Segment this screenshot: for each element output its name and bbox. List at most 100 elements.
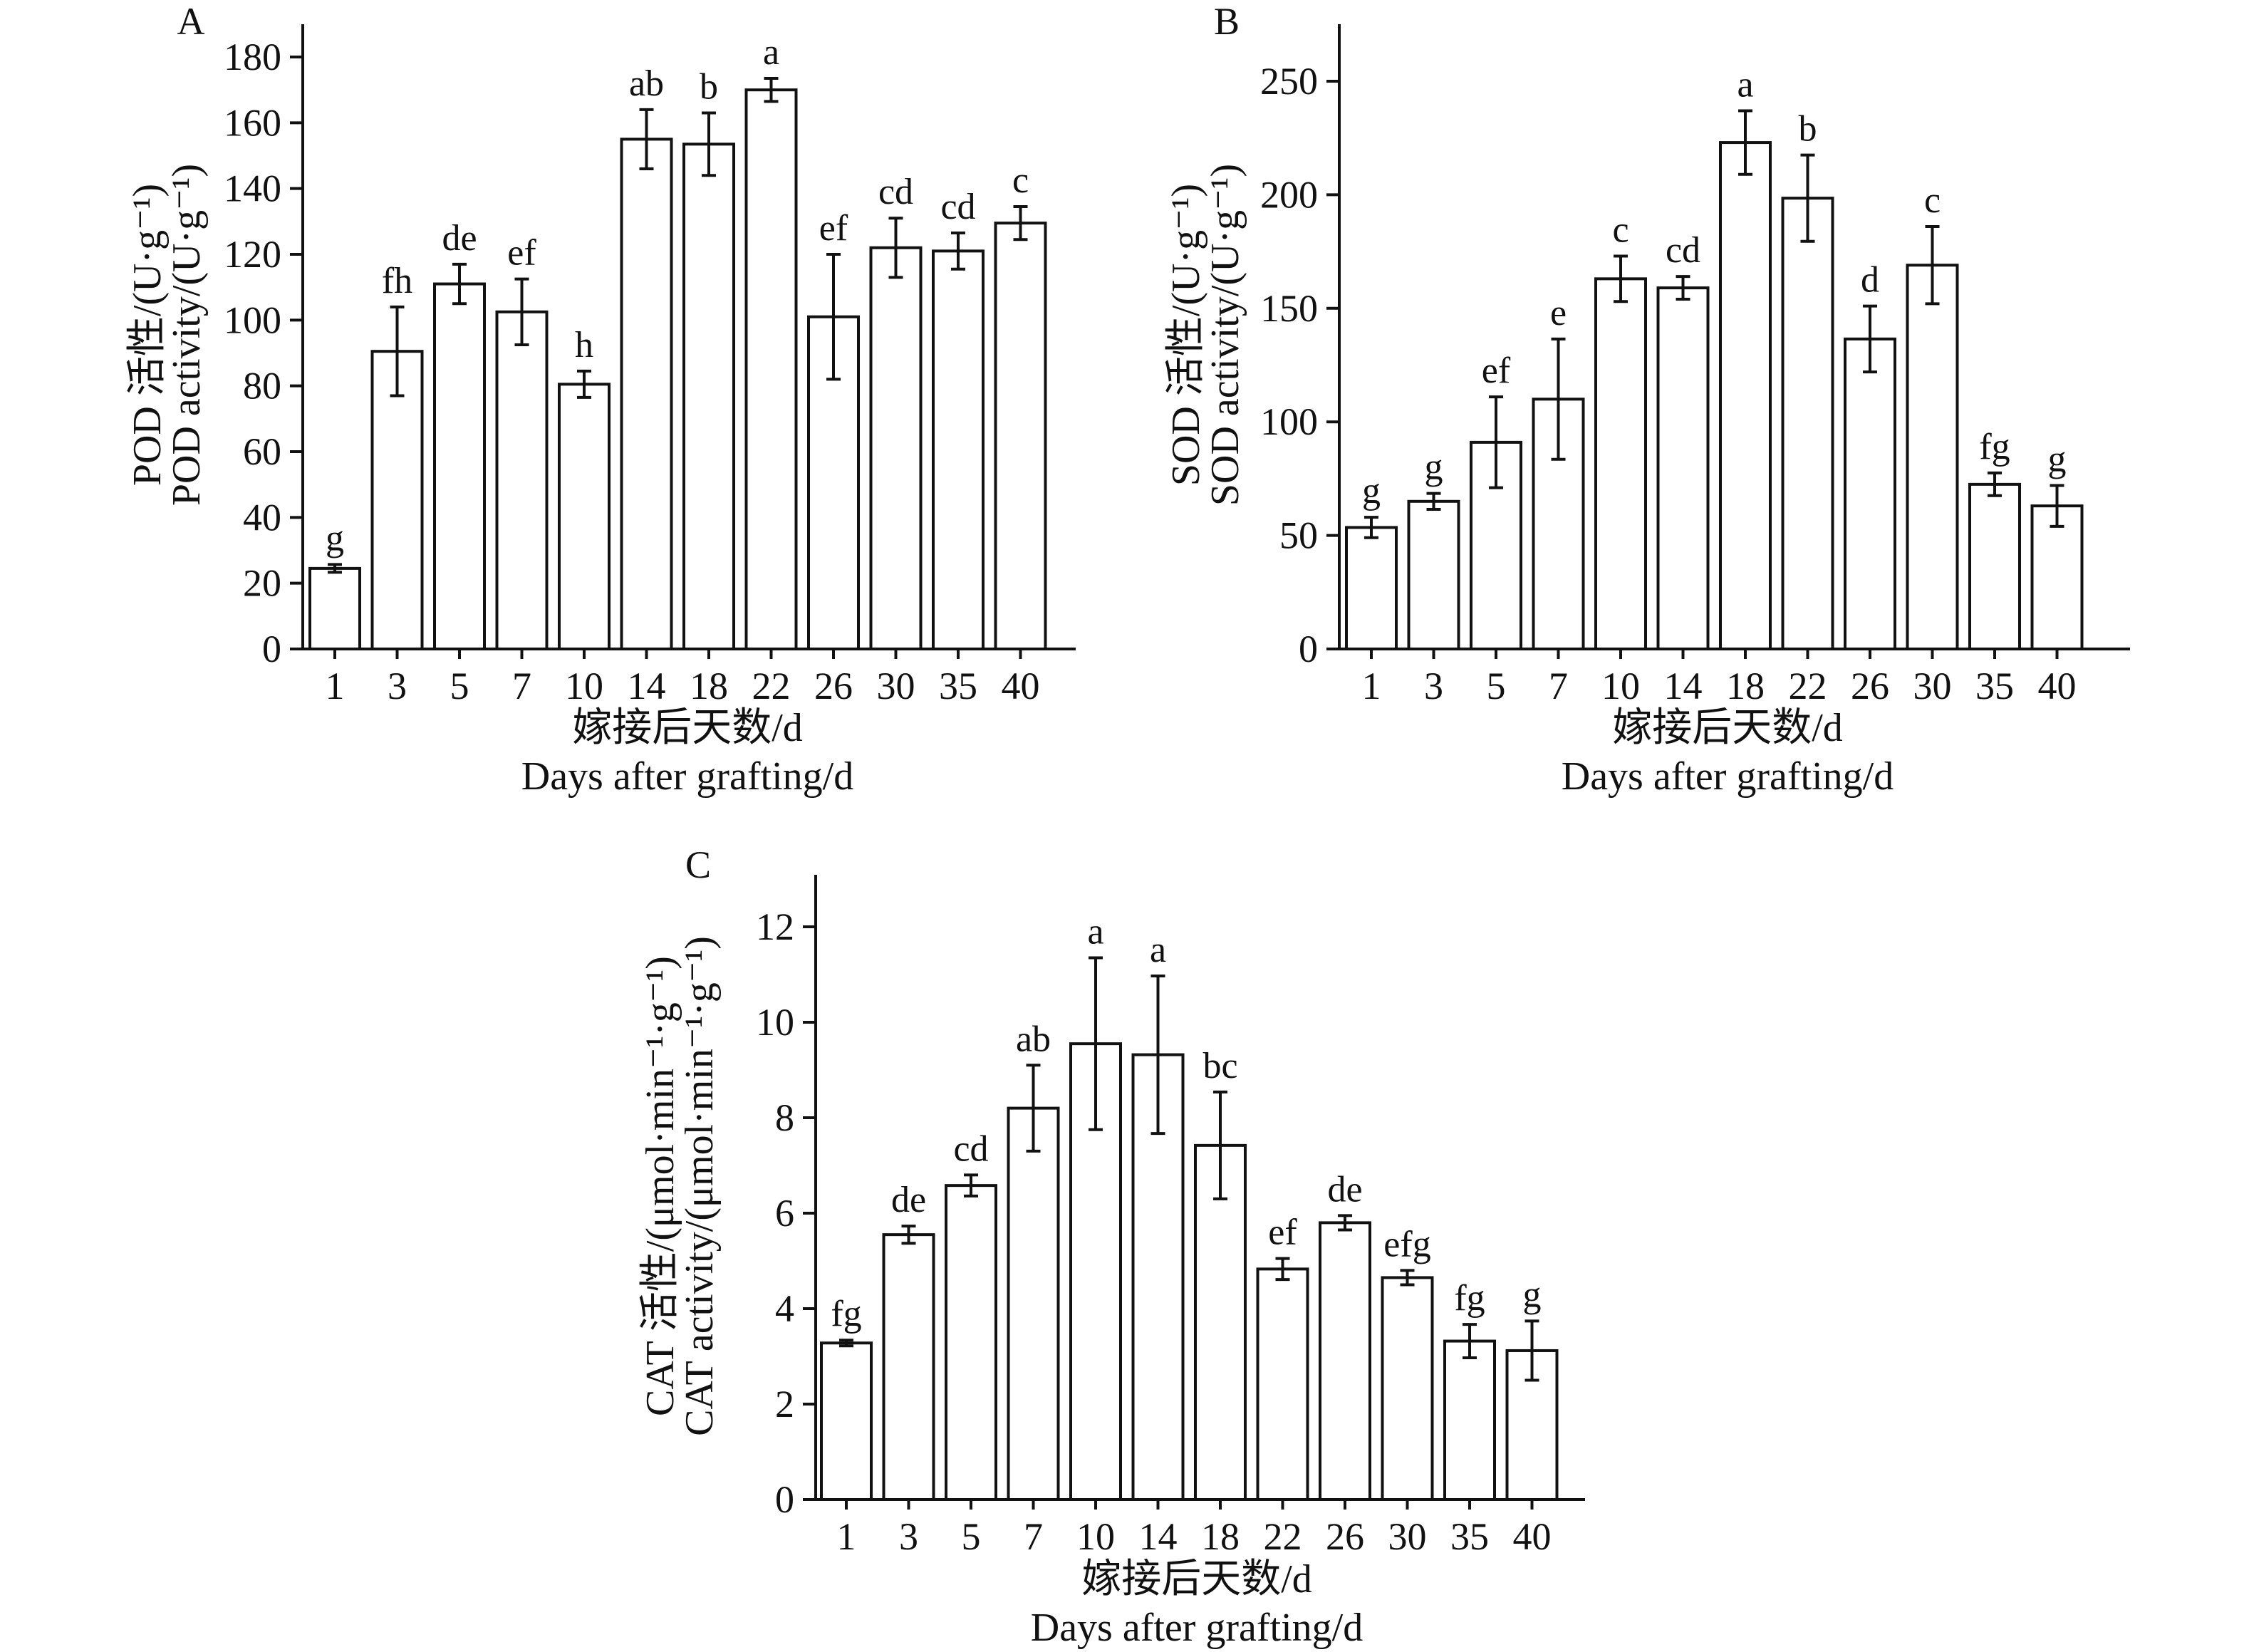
x-axis-title-cn: 嫁接后天数/d xyxy=(1081,1557,1312,1601)
x-tick-label: 7 xyxy=(1549,665,1568,707)
x-tick-label: 40 xyxy=(2038,665,2077,707)
y-tick-label: 140 xyxy=(224,167,281,210)
y-tick-label: 60 xyxy=(243,430,281,473)
panel-letter: B xyxy=(1214,0,1240,43)
x-tick-label: 18 xyxy=(1726,665,1765,707)
y-tick-label: 250 xyxy=(1260,60,1318,103)
significance-label: e xyxy=(1550,293,1567,333)
x-tick-label: 1 xyxy=(1362,665,1381,707)
significance-label: g xyxy=(1523,1274,1542,1315)
panel-letter: A xyxy=(177,0,205,43)
significance-label: g xyxy=(2048,439,2067,479)
y-tick-label: 20 xyxy=(243,562,281,605)
x-tick-label: 14 xyxy=(1664,665,1703,707)
bar xyxy=(620,137,673,650)
panel-letter: C xyxy=(685,843,711,886)
y-tick-label: 10 xyxy=(756,1001,794,1044)
y-tick-label: 0 xyxy=(262,628,281,670)
bar xyxy=(945,1184,997,1501)
y-axis-title-cn: POD 活性/(U·g⁻¹) xyxy=(125,184,170,486)
x-tick-label: 14 xyxy=(628,665,666,707)
y-tick-label: 200 xyxy=(1260,173,1318,216)
x-tick-label: 5 xyxy=(450,665,469,707)
significance-label: b xyxy=(1799,109,1817,150)
y-tick-label: 100 xyxy=(1260,400,1318,443)
significance-label: fg xyxy=(831,1294,861,1334)
y-tick-label: 4 xyxy=(775,1287,794,1330)
x-axis-title-en: Days after grafting/d xyxy=(521,754,853,799)
significance-label: de xyxy=(891,1180,926,1220)
y-tick-label: 2 xyxy=(775,1383,794,1425)
x-tick-label: 3 xyxy=(1424,665,1443,707)
significance-label: cd xyxy=(953,1128,988,1169)
bar xyxy=(1594,277,1647,650)
y-tick-label: 80 xyxy=(243,365,281,407)
significance-label: c xyxy=(1924,180,1941,221)
significance-label: a xyxy=(1737,64,1753,105)
significance-label: ef xyxy=(1482,350,1511,391)
significance-label: a xyxy=(1087,912,1103,952)
y-tick-label: 150 xyxy=(1260,287,1318,330)
bar xyxy=(2030,504,2084,650)
significance-label: efg xyxy=(1383,1224,1430,1264)
y-axis-title-cn: SOD 活性/(U·g⁻¹) xyxy=(1164,184,1208,486)
bar xyxy=(1781,197,1834,650)
x-tick-label: 7 xyxy=(1024,1515,1043,1558)
y-tick-label: 120 xyxy=(224,233,281,276)
significance-label: ef xyxy=(819,208,848,249)
significance-label: de xyxy=(442,218,477,259)
x-tick-label: 5 xyxy=(962,1515,981,1558)
significance-label: ab xyxy=(1016,1019,1051,1059)
bar xyxy=(1906,264,1959,650)
significance-label: b xyxy=(700,66,718,107)
x-tick-label: 26 xyxy=(814,665,853,707)
x-tick-label: 22 xyxy=(1789,665,1827,707)
x-tick-label: 3 xyxy=(899,1515,918,1558)
bar xyxy=(1345,526,1398,651)
x-tick-label: 26 xyxy=(1326,1515,1364,1558)
y-tick-label: 12 xyxy=(756,905,794,948)
y-tick-label: 0 xyxy=(1299,628,1318,670)
significance-label: fh xyxy=(382,261,412,301)
bar xyxy=(1007,1106,1060,1501)
bar xyxy=(433,282,486,650)
significance-label: c xyxy=(1012,160,1029,201)
x-tick-label: 1 xyxy=(837,1515,856,1558)
x-axis-title-cn: 嫁接后天数/d xyxy=(572,706,803,750)
x-tick-label: 10 xyxy=(565,665,603,707)
bar xyxy=(744,88,798,650)
x-tick-label: 26 xyxy=(1851,665,1889,707)
bar xyxy=(820,1341,873,1501)
x-tick-label: 5 xyxy=(1487,665,1506,707)
x-tick-label: 30 xyxy=(877,665,915,707)
significance-label: a xyxy=(763,32,779,73)
bar xyxy=(1381,1276,1434,1501)
bar xyxy=(1443,1339,1496,1502)
bar xyxy=(1407,499,1460,651)
bar xyxy=(882,1233,935,1502)
x-tick-label: 1 xyxy=(326,665,345,707)
significance-label: ef xyxy=(1268,1212,1297,1253)
significance-label: fg xyxy=(1979,427,2010,467)
chart-panel-b: B 0 50 100 150 200 250 g 1 g 3 ef 5 e 7 c 10 cd 14 a 18 b 22 d 2… xyxy=(1164,0,2130,799)
y-tick-label: 40 xyxy=(243,496,281,539)
bar xyxy=(1256,1267,1309,1501)
significance-label: cd xyxy=(878,172,913,212)
x-tick-label: 18 xyxy=(1201,1515,1240,1558)
bar xyxy=(1656,286,1710,650)
bar xyxy=(994,222,1047,650)
x-tick-label: 14 xyxy=(1139,1515,1178,1558)
x-axis-title-en: Days after grafting/d xyxy=(1031,1606,1363,1650)
x-axis-title-en: Days after grafting/d xyxy=(1562,754,1894,799)
chart-panel-c: C 0 2 4 6 8 10 12 fg 1 de 3 cd 5 ab 7 a 10 a 14 bc 18 ef 22 de 26… xyxy=(638,843,1585,1650)
x-tick-label: 30 xyxy=(1388,1515,1427,1558)
y-tick-label: 100 xyxy=(224,298,281,341)
x-axis-title-cn: 嫁接后天数/d xyxy=(1612,706,1843,750)
significance-label: cd xyxy=(940,187,975,227)
significance-label: a xyxy=(1150,930,1166,970)
y-tick-label: 180 xyxy=(224,36,281,78)
y-tick-label: 50 xyxy=(1279,514,1318,557)
significance-label: cd xyxy=(1666,230,1700,271)
x-tick-label: 10 xyxy=(1076,1515,1115,1558)
y-tick-label: 160 xyxy=(224,101,281,144)
